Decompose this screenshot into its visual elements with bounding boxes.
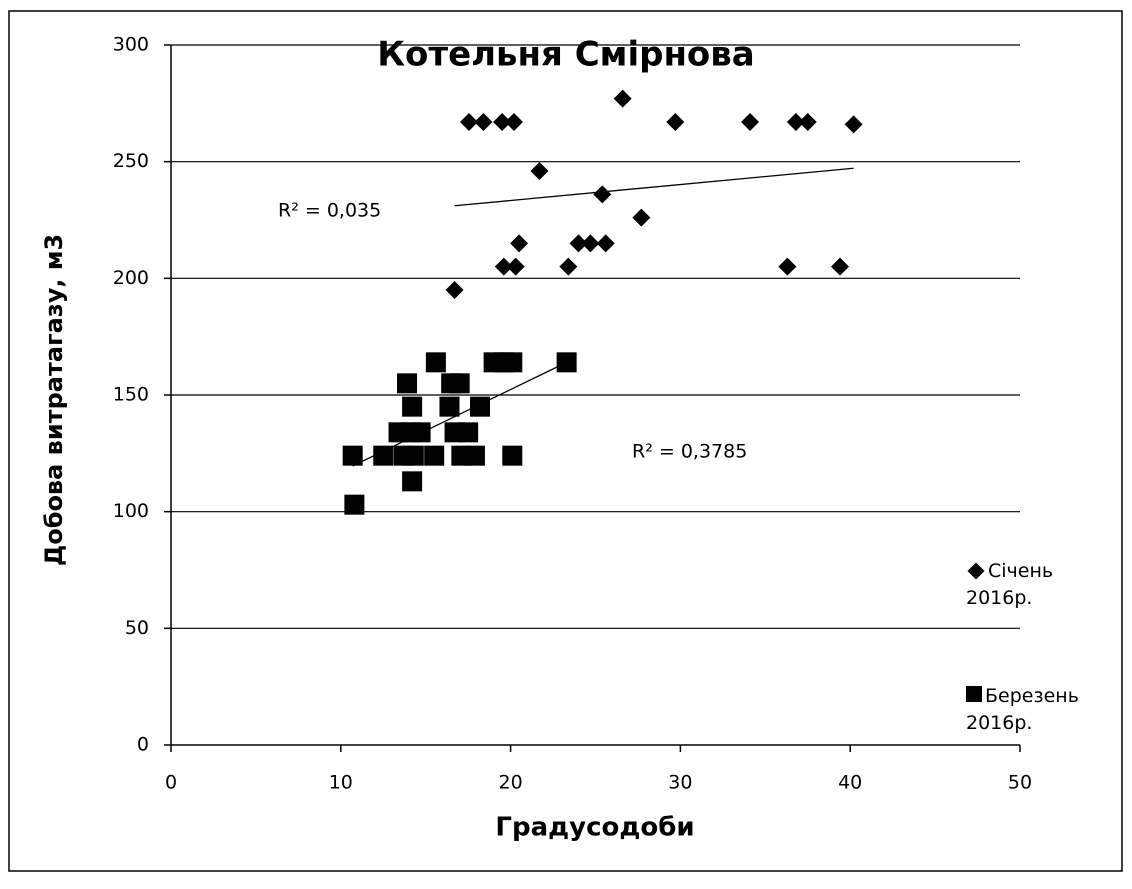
point bbox=[474, 113, 493, 131]
point bbox=[593, 185, 612, 204]
point bbox=[559, 257, 578, 276]
point bbox=[506, 257, 525, 276]
point bbox=[596, 234, 615, 253]
y-tick-label: 200 bbox=[113, 267, 149, 289]
point bbox=[424, 445, 445, 466]
legend-symbol bbox=[966, 686, 982, 702]
point bbox=[831, 257, 850, 276]
x-tick-label: 10 bbox=[329, 772, 353, 794]
point bbox=[464, 445, 485, 466]
point bbox=[397, 373, 418, 394]
point bbox=[798, 113, 817, 131]
point bbox=[342, 445, 363, 466]
legend-symbol bbox=[967, 562, 985, 580]
y-tick-label: 150 bbox=[113, 384, 149, 406]
point bbox=[402, 396, 423, 417]
point bbox=[449, 373, 470, 394]
point bbox=[778, 257, 797, 276]
legend-label: Січень 2016р. bbox=[966, 560, 1054, 609]
point bbox=[403, 445, 424, 466]
x-tick-label: 0 bbox=[165, 772, 177, 794]
point bbox=[530, 162, 549, 180]
point bbox=[494, 257, 513, 276]
point bbox=[445, 281, 464, 299]
x-axis-label: Градусодоби bbox=[495, 813, 694, 843]
point bbox=[504, 113, 523, 131]
chart-frame bbox=[8, 10, 1123, 872]
x-tick-label: 40 bbox=[838, 772, 862, 794]
point bbox=[458, 422, 479, 443]
point bbox=[741, 113, 760, 131]
legend-label: Березень 2016р. bbox=[966, 685, 1079, 734]
point bbox=[666, 113, 685, 131]
x-tick-label: 50 bbox=[1008, 772, 1032, 794]
x-tick-label: 30 bbox=[668, 772, 692, 794]
point bbox=[439, 396, 460, 417]
point bbox=[844, 115, 863, 134]
point bbox=[493, 113, 512, 131]
y-tick-label: 100 bbox=[113, 500, 149, 522]
point bbox=[373, 445, 394, 466]
legend-item: Січень 2016р. bbox=[966, 558, 1096, 612]
point bbox=[632, 208, 651, 227]
point bbox=[502, 352, 523, 373]
y-tick-label: 300 bbox=[113, 34, 149, 56]
annotation: R² = 0,035 bbox=[278, 200, 381, 222]
y-tick-label: 50 bbox=[125, 617, 149, 639]
y-tick-label: 250 bbox=[113, 150, 149, 172]
point bbox=[502, 445, 523, 466]
point bbox=[410, 422, 431, 443]
point bbox=[556, 352, 577, 373]
point bbox=[569, 234, 588, 253]
point bbox=[402, 471, 423, 492]
y-tick-label: 0 bbox=[137, 734, 149, 756]
point bbox=[613, 89, 632, 108]
point bbox=[470, 396, 491, 417]
point bbox=[510, 234, 529, 253]
annotation: R² = 0,3785 bbox=[632, 441, 747, 463]
point bbox=[581, 234, 600, 253]
chart-title: Котельня Смірнова bbox=[377, 35, 755, 75]
point bbox=[425, 352, 446, 373]
point bbox=[459, 113, 478, 131]
legend-item: Березень 2016р. bbox=[966, 683, 1096, 737]
point bbox=[344, 494, 365, 515]
x-tick-label: 20 bbox=[499, 772, 523, 794]
trendline bbox=[454, 167, 854, 207]
point bbox=[786, 113, 805, 131]
y-axis-label: Добова витратагазу, м3 bbox=[40, 234, 68, 566]
